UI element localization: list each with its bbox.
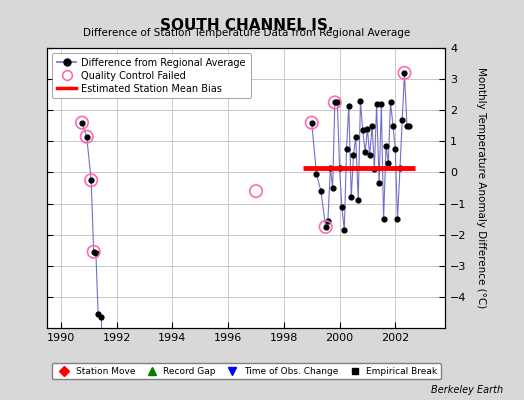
Point: [352, 134, 360, 140]
Point: [345, 102, 353, 109]
Point: [373, 101, 381, 107]
Point: [94, 311, 102, 317]
Y-axis label: Monthly Temperature Anomaly Difference (°C): Monthly Temperature Anomaly Difference (…: [476, 67, 486, 309]
Point: [370, 166, 378, 172]
Point: [391, 146, 399, 152]
Text: Berkeley Earth: Berkeley Earth: [431, 385, 503, 395]
Point: [382, 143, 390, 149]
Point: [78, 120, 86, 126]
Point: [82, 134, 91, 140]
Point: [335, 164, 344, 171]
Point: [87, 177, 95, 184]
Point: [403, 122, 411, 129]
Point: [347, 194, 355, 200]
Point: [316, 188, 325, 194]
Point: [400, 70, 409, 76]
Point: [340, 227, 348, 233]
Legend: Station Move, Record Gap, Time of Obs. Change, Empirical Break: Station Move, Record Gap, Time of Obs. C…: [51, 363, 441, 380]
Point: [90, 248, 98, 255]
Point: [312, 171, 321, 177]
Point: [368, 122, 376, 129]
Point: [342, 146, 351, 152]
Point: [329, 185, 337, 191]
Point: [321, 224, 330, 230]
Point: [252, 188, 260, 194]
Point: [384, 160, 392, 166]
Point: [405, 122, 413, 129]
Point: [394, 216, 402, 222]
Legend: Difference from Regional Average, Quality Control Failed, Estimated Station Mean: Difference from Regional Average, Qualit…: [52, 53, 250, 98]
Point: [356, 98, 365, 104]
Point: [82, 134, 91, 140]
Point: [361, 149, 369, 156]
Point: [365, 152, 374, 158]
Point: [90, 248, 98, 255]
Point: [78, 120, 86, 126]
Point: [321, 224, 330, 230]
Point: [337, 204, 346, 210]
Point: [354, 197, 363, 204]
Point: [389, 122, 397, 129]
Point: [87, 177, 95, 184]
Text: SOUTH CHANNEL IS.: SOUTH CHANNEL IS.: [159, 18, 333, 33]
Point: [377, 101, 386, 107]
Text: Difference of Station Temperature Data from Regional Average: Difference of Station Temperature Data f…: [83, 28, 410, 38]
Point: [400, 70, 409, 76]
Point: [375, 180, 384, 186]
Point: [363, 126, 372, 132]
Point: [96, 314, 105, 320]
Point: [324, 218, 332, 224]
Point: [308, 120, 316, 126]
Point: [386, 99, 395, 106]
Point: [326, 164, 335, 171]
Point: [92, 250, 100, 256]
Point: [396, 164, 404, 171]
Point: [398, 116, 407, 123]
Point: [331, 99, 339, 106]
Point: [331, 99, 339, 106]
Point: [358, 127, 367, 134]
Point: [308, 120, 316, 126]
Point: [350, 152, 358, 158]
Point: [379, 216, 388, 222]
Point: [333, 99, 342, 106]
